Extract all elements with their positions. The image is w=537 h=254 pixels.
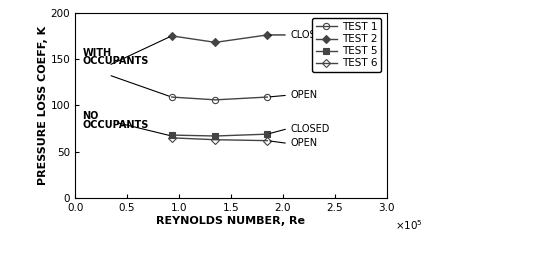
Line: TEST 2: TEST 2 bbox=[169, 32, 270, 45]
X-axis label: REYNOLDS NUMBER, Re: REYNOLDS NUMBER, Re bbox=[156, 216, 306, 226]
TEST 6 bbox=[212, 138, 219, 141]
TEST 2 bbox=[169, 34, 175, 37]
TEST 1 bbox=[169, 96, 175, 99]
TEST 1 bbox=[264, 96, 271, 99]
Text: OCCUPANTS: OCCUPANTS bbox=[83, 120, 149, 130]
TEST 5 bbox=[169, 134, 175, 137]
Text: CLOSED: CLOSED bbox=[290, 124, 330, 134]
Text: CLOSED: CLOSED bbox=[290, 30, 330, 40]
TEST 2 bbox=[212, 41, 219, 44]
Text: OPEN: OPEN bbox=[290, 138, 317, 148]
TEST 1 bbox=[212, 98, 219, 101]
Text: OPEN: OPEN bbox=[290, 90, 317, 100]
TEST 2 bbox=[264, 34, 271, 37]
Text: OCCUPANTS: OCCUPANTS bbox=[83, 56, 149, 67]
Text: $\times10^5$: $\times10^5$ bbox=[395, 218, 423, 232]
Text: NO: NO bbox=[83, 111, 99, 121]
Line: TEST 5: TEST 5 bbox=[169, 131, 270, 139]
TEST 6 bbox=[169, 136, 175, 139]
TEST 5 bbox=[264, 133, 271, 136]
Text: WITH: WITH bbox=[83, 48, 112, 58]
Line: TEST 6: TEST 6 bbox=[169, 135, 270, 144]
TEST 6 bbox=[264, 139, 271, 142]
Y-axis label: PRESSURE LOSS COEFF, K: PRESSURE LOSS COEFF, K bbox=[38, 26, 48, 185]
Line: TEST 1: TEST 1 bbox=[169, 94, 270, 103]
TEST 5 bbox=[212, 134, 219, 137]
Legend: TEST 1, TEST 2, TEST 5, TEST 6: TEST 1, TEST 2, TEST 5, TEST 6 bbox=[311, 18, 381, 72]
